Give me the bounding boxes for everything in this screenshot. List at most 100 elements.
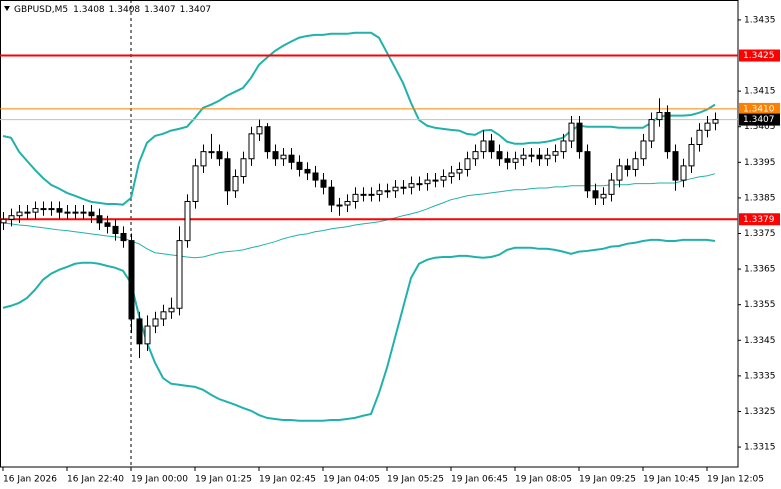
candle-body — [688, 144, 695, 167]
chart-header: GBPUSD,M5 1.3408 1.3408 1.3407 1.3407 — [14, 5, 211, 15]
candle-body — [136, 318, 143, 345]
candle-body — [232, 176, 239, 192]
candle-body — [0, 218, 7, 224]
candle-body — [400, 186, 407, 189]
x-tick-label: 19 Jan 00:00 — [131, 475, 188, 485]
candle-body — [184, 200, 191, 242]
level-label: 1.3425 — [743, 51, 775, 61]
y-tick-label: 1.3325 — [744, 407, 776, 417]
candle-body — [512, 158, 519, 163]
y-tick-label: 1.3335 — [744, 371, 776, 381]
candle-body — [640, 140, 647, 160]
x-tick-label: 16 Jan 2026 — [3, 475, 57, 485]
candle-body — [144, 325, 151, 345]
candle-body — [328, 186, 335, 206]
candle-body — [40, 208, 47, 211]
candle-body — [464, 158, 471, 170]
candle-body — [480, 140, 487, 153]
candle-body — [320, 179, 327, 188]
header-high: 1.3408 — [109, 5, 141, 15]
level-label-box — [739, 213, 780, 226]
x-tick-label: 19 Jan 04:05 — [323, 475, 380, 485]
candle-body — [704, 122, 711, 131]
header-open: 1.3408 — [73, 5, 105, 15]
y-tick-label: 1.3395 — [744, 158, 776, 168]
candle-body — [344, 200, 351, 206]
candle-body — [8, 215, 15, 220]
candle-body — [56, 208, 63, 213]
candle-body — [88, 211, 95, 217]
candle-body — [176, 240, 183, 309]
y-tick-label: 1.3415 — [744, 87, 776, 97]
candle-body — [624, 165, 631, 170]
candle-body — [128, 240, 135, 320]
candle-body — [376, 190, 383, 195]
symbol: GBPUSD,M5 — [14, 5, 68, 15]
candle-body — [208, 151, 215, 154]
header-close: 1.3407 — [180, 5, 212, 15]
y-tick-label: 1.3375 — [744, 229, 776, 239]
candle-body — [352, 193, 359, 202]
x-tick-label: 19 Jan 12:05 — [707, 475, 764, 485]
candle-body — [296, 161, 303, 170]
x-tick-label: 19 Jan 10:45 — [643, 475, 700, 485]
candle-body — [544, 154, 551, 160]
y-tick-label: 1.3365 — [744, 265, 776, 275]
x-tick-label: 19 Jan 08:05 — [515, 475, 572, 485]
candle-body — [24, 211, 31, 214]
level-label-box — [739, 49, 780, 62]
candle-body — [560, 140, 567, 153]
candle-body — [656, 111, 663, 121]
candle-body — [152, 318, 159, 327]
candle-body — [616, 165, 623, 181]
candle-body — [600, 193, 607, 199]
symbol-icon — [4, 6, 10, 11]
x-tick-label: 19 Jan 09:25 — [579, 475, 636, 485]
candle-body — [104, 222, 111, 227]
bollinger-band — [2, 31, 716, 206]
candle-body — [496, 151, 503, 160]
candle-body — [360, 193, 367, 196]
level-label: 1.3410 — [743, 104, 775, 114]
candle-body — [240, 158, 247, 178]
candle-body — [368, 193, 375, 196]
candle-body — [528, 154, 535, 157]
candle-body — [472, 151, 479, 160]
candle-body — [264, 126, 271, 153]
header-low: 1.3407 — [144, 5, 176, 15]
candle-body — [64, 211, 71, 214]
candle-body — [608, 179, 615, 195]
level-label: 1.3379 — [743, 215, 775, 225]
candle-body — [336, 204, 343, 207]
candle-body — [304, 168, 311, 174]
level-label-box — [739, 102, 780, 115]
candle-body — [504, 158, 511, 163]
candle-body — [168, 307, 175, 313]
candle-body — [584, 151, 591, 192]
x-tick-label: 19 Jan 02:45 — [259, 475, 316, 485]
candle-body — [248, 133, 255, 160]
candle-body — [288, 154, 295, 163]
y-tick-label: 1.3385 — [744, 193, 776, 203]
candle-body — [432, 179, 439, 182]
x-tick-label: 19 Jan 01:25 — [195, 475, 252, 485]
candle-body — [488, 140, 495, 153]
candle-body — [48, 208, 55, 211]
candle-body — [416, 183, 423, 186]
last-price-box — [739, 113, 780, 126]
candle-body — [120, 233, 127, 242]
y-tick-label: 1.3405 — [744, 122, 776, 132]
candle-body — [712, 119, 719, 124]
candle-body — [280, 154, 287, 160]
candle-body — [72, 211, 79, 214]
candle-body — [408, 183, 415, 188]
candle-body — [552, 151, 559, 156]
candle-body — [384, 190, 391, 193]
candle-body — [520, 154, 527, 160]
x-tick-label: 19 Jan 06:45 — [451, 475, 508, 485]
candle-body — [696, 129, 703, 146]
candle-body — [160, 311, 167, 320]
candle-body — [456, 168, 463, 174]
x-tick-label: 16 Jan 22:40 — [67, 475, 124, 485]
